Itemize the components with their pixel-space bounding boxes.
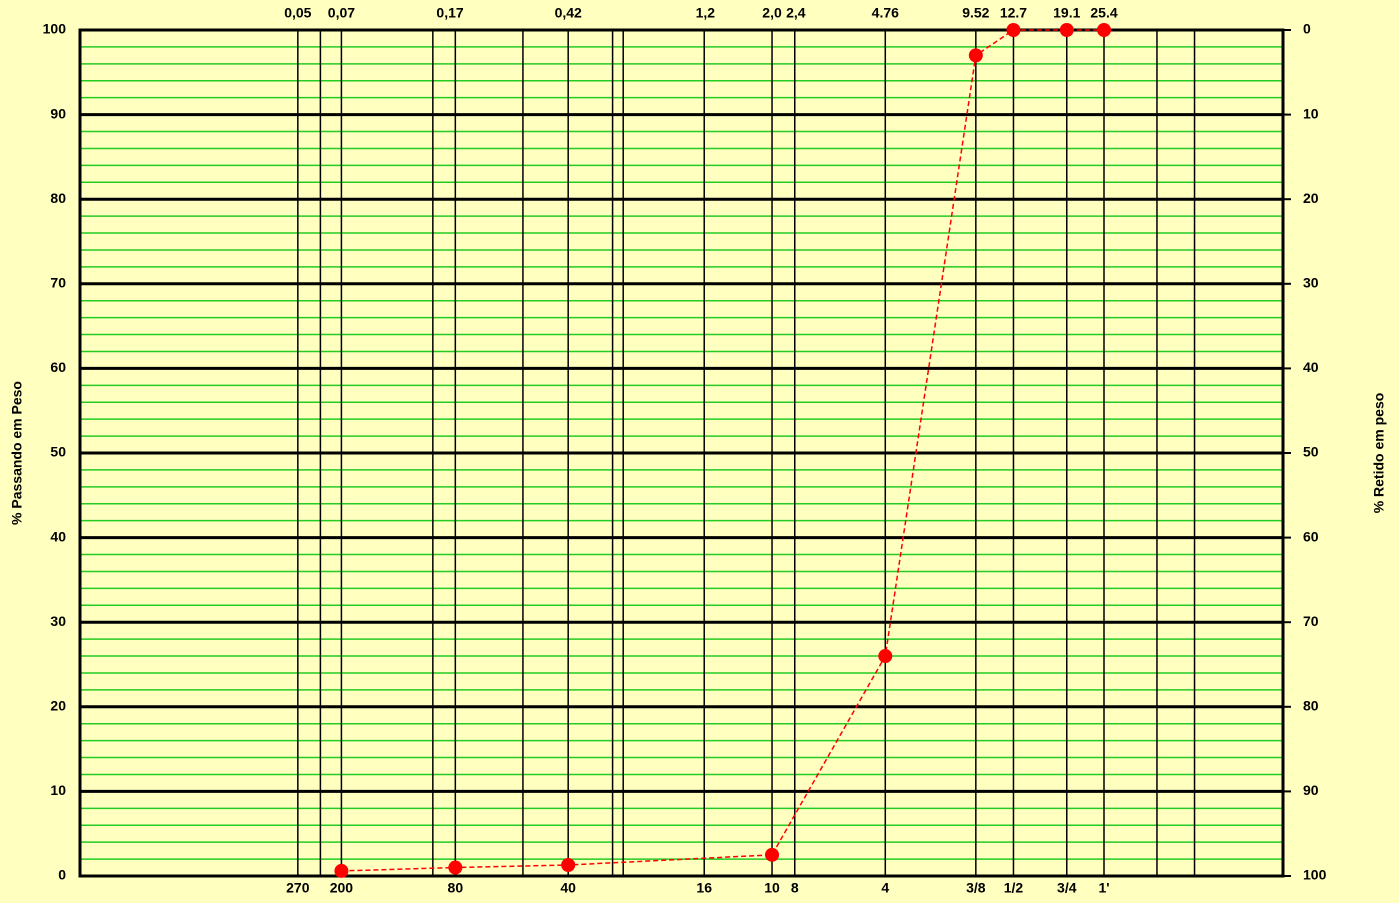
y-tick-label: 40 (50, 528, 66, 544)
x-tick-label: 12.7 (1000, 5, 1027, 21)
sieve-label: 40 (560, 880, 576, 896)
x-tick-label: 0,07 (328, 5, 355, 21)
sieve-label: 16 (696, 880, 712, 896)
y-tick-label: 0 (58, 867, 66, 883)
y-axis-label: % Passando em Peso (9, 381, 25, 525)
y2-axis-label: % Retido em peso (1371, 393, 1387, 514)
sieve-label: 1/2 (1004, 880, 1024, 896)
sieve-label: 1' (1098, 880, 1109, 896)
sieve-label: 270 (286, 880, 310, 896)
sieve-label: 3/8 (966, 880, 986, 896)
plot-frame (78, 28, 1285, 878)
y-tick-label: 90 (50, 105, 66, 121)
y2-tick-label: 20 (1303, 190, 1319, 206)
y2-tick-label: 60 (1303, 528, 1319, 544)
y2-tick-label: 70 (1303, 613, 1319, 629)
x-tick-label: 0,42 (555, 5, 582, 21)
y2-tick-label: 50 (1303, 444, 1319, 460)
y2-tick-label: 0 (1303, 21, 1311, 37)
sieve-label: 4 (881, 880, 889, 896)
y-tick-label: 80 (50, 190, 66, 206)
x-tick-label: 1,2 (696, 5, 716, 21)
y-tick-label: 100 (43, 21, 67, 37)
y-tick-label: 70 (50, 275, 66, 291)
y2-tick-label: 80 (1303, 698, 1319, 714)
sieve-label: 8 (791, 880, 799, 896)
x-tick-label: 2,4 (786, 5, 806, 21)
data-point (1006, 23, 1021, 37)
x-tick-label: 9.52 (962, 5, 989, 21)
data-point (1059, 23, 1074, 37)
x-tick-label: 25.4 (1090, 5, 1117, 21)
y2-tick-label: 90 (1303, 782, 1319, 798)
y-tick-label: 60 (50, 359, 66, 375)
y2-tick-label: 100 (1303, 867, 1327, 883)
data-point (1097, 23, 1112, 37)
y2-tick-label: 40 (1303, 359, 1319, 375)
x-tick-label: 4.76 (872, 5, 899, 21)
data-point (448, 860, 463, 875)
y2-tick-label: 30 (1303, 275, 1319, 291)
x-tick-label: 0,05 (284, 5, 311, 21)
data-point (765, 847, 780, 862)
sieve-label: 80 (448, 880, 464, 896)
data-point (878, 649, 893, 664)
data-point (561, 858, 576, 873)
sieve-label: 3/4 (1057, 880, 1077, 896)
y-tick-label: 50 (50, 444, 66, 460)
x-tick-label: 19.1 (1053, 5, 1080, 21)
x-tick-label: 2,0 (762, 5, 782, 21)
x-tick-label: 0,17 (436, 5, 463, 21)
y-tick-label: 20 (50, 698, 66, 714)
y-tick-label: 10 (50, 782, 66, 798)
data-point (334, 863, 349, 878)
data-point (968, 48, 983, 63)
y-tick-label: 30 (50, 613, 66, 629)
y2-tick-label: 10 (1303, 105, 1319, 121)
sieve-label: 200 (330, 880, 354, 896)
sieve-label: 10 (764, 880, 780, 896)
